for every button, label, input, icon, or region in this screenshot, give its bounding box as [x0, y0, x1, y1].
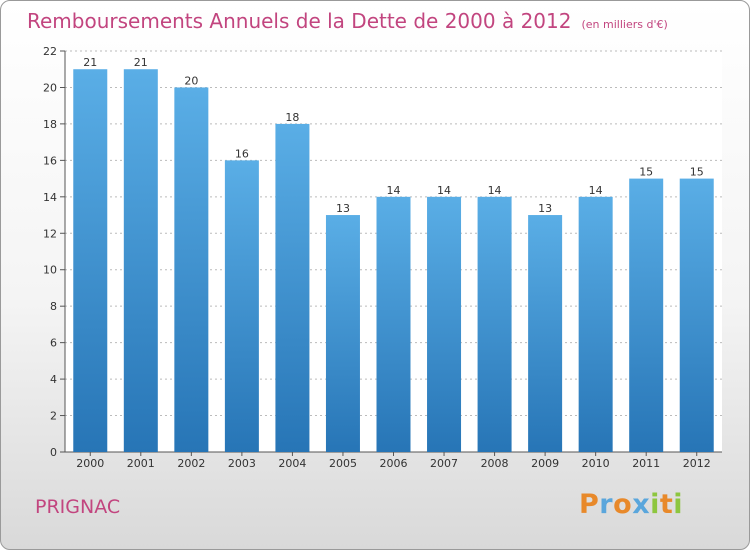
y-tick-label: 4 — [50, 373, 57, 386]
logo-letter: r — [599, 489, 614, 520]
y-tick-label: 18 — [43, 118, 57, 131]
bar-value-label: 13 — [538, 202, 552, 215]
bar — [679, 178, 714, 452]
chart-title: Remboursements Annuels de la Dette de 20… — [27, 9, 668, 33]
x-tick-label: 2004 — [278, 457, 306, 470]
bar-value-label: 14 — [589, 184, 603, 197]
y-tick-label: 0 — [50, 446, 57, 459]
bar — [174, 87, 209, 453]
y-tick-label: 14 — [43, 191, 57, 204]
bar — [427, 196, 462, 452]
x-tick-label: 2010 — [582, 457, 610, 470]
chart-unit-label: (en milliers d'€) — [581, 18, 668, 31]
y-tick-label: 20 — [43, 81, 57, 94]
bar-value-label: 21 — [83, 56, 97, 69]
x-tick-label: 2001 — [127, 457, 155, 470]
logo-letter: i — [673, 489, 684, 520]
bar-value-label: 15 — [690, 166, 704, 179]
logo-letter: P — [579, 489, 600, 520]
logo-letter: o — [613, 489, 633, 520]
bar — [325, 215, 360, 452]
bar-value-label: 21 — [134, 56, 148, 69]
bar-value-label: 20 — [184, 74, 198, 87]
bar-value-label: 14 — [488, 184, 502, 197]
y-tick-label: 22 — [43, 45, 57, 58]
y-tick-label: 8 — [50, 300, 57, 313]
bar — [224, 160, 259, 452]
y-tick-label: 2 — [50, 410, 57, 423]
bar — [477, 196, 512, 452]
x-tick-label: 2007 — [430, 457, 458, 470]
bar-value-label: 14 — [387, 184, 401, 197]
bar-value-label: 14 — [437, 184, 451, 197]
y-tick-label: 16 — [43, 154, 57, 167]
bar — [528, 215, 563, 452]
x-tick-label: 2006 — [380, 457, 408, 470]
x-tick-label: 2011 — [632, 457, 660, 470]
bar — [376, 196, 411, 452]
x-tick-label: 2002 — [177, 457, 205, 470]
commune-name: PRIGNAC — [35, 496, 121, 518]
x-tick-label: 2000 — [76, 457, 104, 470]
bar — [275, 123, 310, 452]
proxiti-logo: Proxiti — [579, 489, 683, 520]
bar — [629, 178, 664, 452]
x-tick-label: 2003 — [228, 457, 256, 470]
bar-value-label: 15 — [639, 166, 653, 179]
bar — [123, 69, 158, 453]
bar — [578, 196, 613, 452]
x-tick-label: 2008 — [481, 457, 509, 470]
bar-value-label: 18 — [285, 111, 299, 124]
x-tick-label: 2005 — [329, 457, 357, 470]
y-tick-label: 6 — [50, 337, 57, 350]
logo-letter: i — [650, 489, 660, 520]
logo-letter: x — [632, 489, 651, 520]
chart-title-main: Remboursements Annuels de la Dette de 20… — [27, 9, 572, 33]
x-tick-label: 2012 — [683, 457, 711, 470]
bar — [73, 69, 108, 453]
bar-value-label: 13 — [336, 202, 350, 215]
bar-value-label: 16 — [235, 147, 249, 160]
x-tick-label: 2009 — [531, 457, 559, 470]
logo-letter: t — [659, 489, 674, 520]
y-tick-label: 12 — [43, 227, 57, 240]
y-tick-label: 10 — [43, 264, 57, 277]
